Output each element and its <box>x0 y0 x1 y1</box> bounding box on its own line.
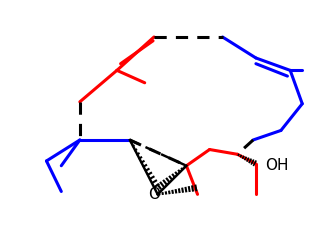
Text: O: O <box>149 187 161 202</box>
Text: OH: OH <box>265 158 289 173</box>
